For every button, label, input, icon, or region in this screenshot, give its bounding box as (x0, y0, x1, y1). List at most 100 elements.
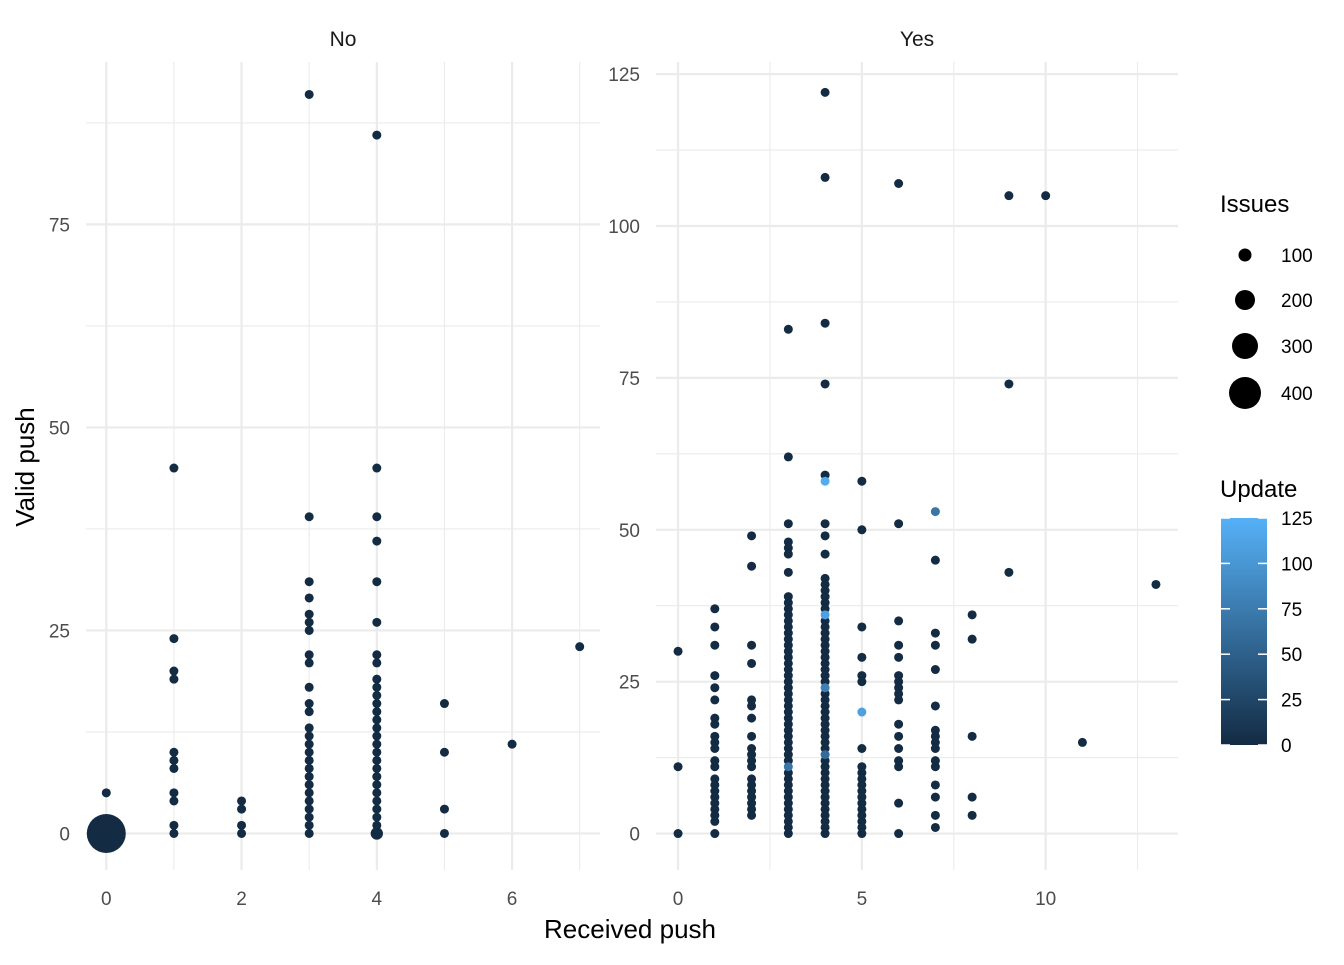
x-tick-label: 4 (372, 889, 383, 910)
data-point (930, 507, 940, 517)
data-point (169, 755, 179, 765)
x-tick-label: 0 (101, 889, 112, 910)
data-point (86, 813, 126, 853)
data-point (101, 788, 111, 798)
data-point (710, 640, 720, 650)
data-point (747, 731, 757, 741)
color-legend-bar (1221, 518, 1267, 745)
data-point (783, 549, 793, 559)
data-point (237, 804, 247, 814)
data-point (820, 318, 830, 328)
data-point (783, 762, 793, 772)
data-point (930, 640, 940, 650)
data-point (747, 713, 757, 723)
data-point (710, 743, 720, 753)
data-point (894, 652, 904, 662)
x-tick-label: 6 (507, 889, 518, 910)
data-point (304, 739, 314, 749)
data-point (710, 829, 720, 839)
y-tick-label: 50 (49, 418, 70, 439)
data-point (820, 172, 830, 182)
x-tick-label: 2 (236, 889, 247, 910)
data-point (894, 519, 904, 529)
data-point (710, 816, 720, 826)
color-legend-label: 125 (1281, 509, 1313, 530)
data-point (439, 828, 449, 838)
data-point (372, 682, 382, 692)
size-legend-key (1229, 377, 1261, 409)
data-point (820, 683, 830, 693)
data-point (304, 593, 314, 603)
data-point (237, 820, 247, 830)
data-point (673, 646, 683, 656)
data-point (930, 810, 940, 820)
data-point (930, 762, 940, 772)
data-point (304, 658, 314, 668)
points (86, 89, 585, 853)
data-point (304, 707, 314, 717)
data-point (304, 512, 314, 522)
data-point (820, 610, 830, 620)
data-point (783, 829, 793, 839)
data-point (930, 822, 940, 832)
data-point (304, 780, 314, 790)
data-point (304, 723, 314, 733)
data-point (372, 690, 382, 700)
data-point (372, 617, 382, 627)
size-legend-key (1238, 248, 1252, 262)
data-point (894, 762, 904, 772)
data-point (820, 476, 830, 486)
data-point (747, 658, 757, 668)
data-point (710, 719, 720, 729)
data-point (857, 743, 867, 753)
data-point (169, 796, 179, 806)
y-axis-title: Valid push (10, 407, 40, 527)
data-point (304, 89, 314, 99)
data-point (304, 625, 314, 635)
data-point (372, 577, 382, 587)
data-point (372, 747, 382, 757)
data-point (894, 616, 904, 626)
data-point (710, 683, 720, 693)
data-point (372, 731, 382, 741)
x-axis-title: Received push (544, 914, 716, 944)
data-point (967, 731, 977, 741)
data-point (372, 463, 382, 473)
data-point (304, 609, 314, 619)
color-legend-label: 0 (1281, 736, 1292, 757)
data-point (372, 796, 382, 806)
data-point (169, 747, 179, 757)
data-point (857, 707, 867, 717)
data-point (169, 828, 179, 838)
data-point (304, 617, 314, 627)
size-legend-label: 200 (1281, 291, 1313, 312)
data-point (169, 674, 179, 684)
data-point (820, 519, 830, 529)
y-tick-label: 25 (49, 621, 70, 642)
data-point (967, 792, 977, 802)
data-point (372, 788, 382, 798)
data-point (857, 476, 867, 486)
data-point (930, 792, 940, 802)
y-tick-label: 25 (619, 673, 640, 694)
size-legend-label: 400 (1281, 384, 1313, 405)
color-legend-label: 25 (1281, 691, 1302, 712)
gridlines (656, 62, 1178, 870)
data-point (304, 699, 314, 709)
x-tick-label: 0 (673, 889, 684, 910)
data-point (169, 763, 179, 773)
data-point (372, 763, 382, 773)
data-point (372, 658, 382, 668)
data-point (372, 755, 382, 765)
data-point (894, 798, 904, 808)
data-point (372, 650, 382, 660)
size-legend-title: Issues (1220, 191, 1289, 218)
y-tick-label: 50 (619, 521, 640, 542)
data-point (820, 750, 830, 760)
data-point (169, 666, 179, 676)
data-point (372, 723, 382, 733)
